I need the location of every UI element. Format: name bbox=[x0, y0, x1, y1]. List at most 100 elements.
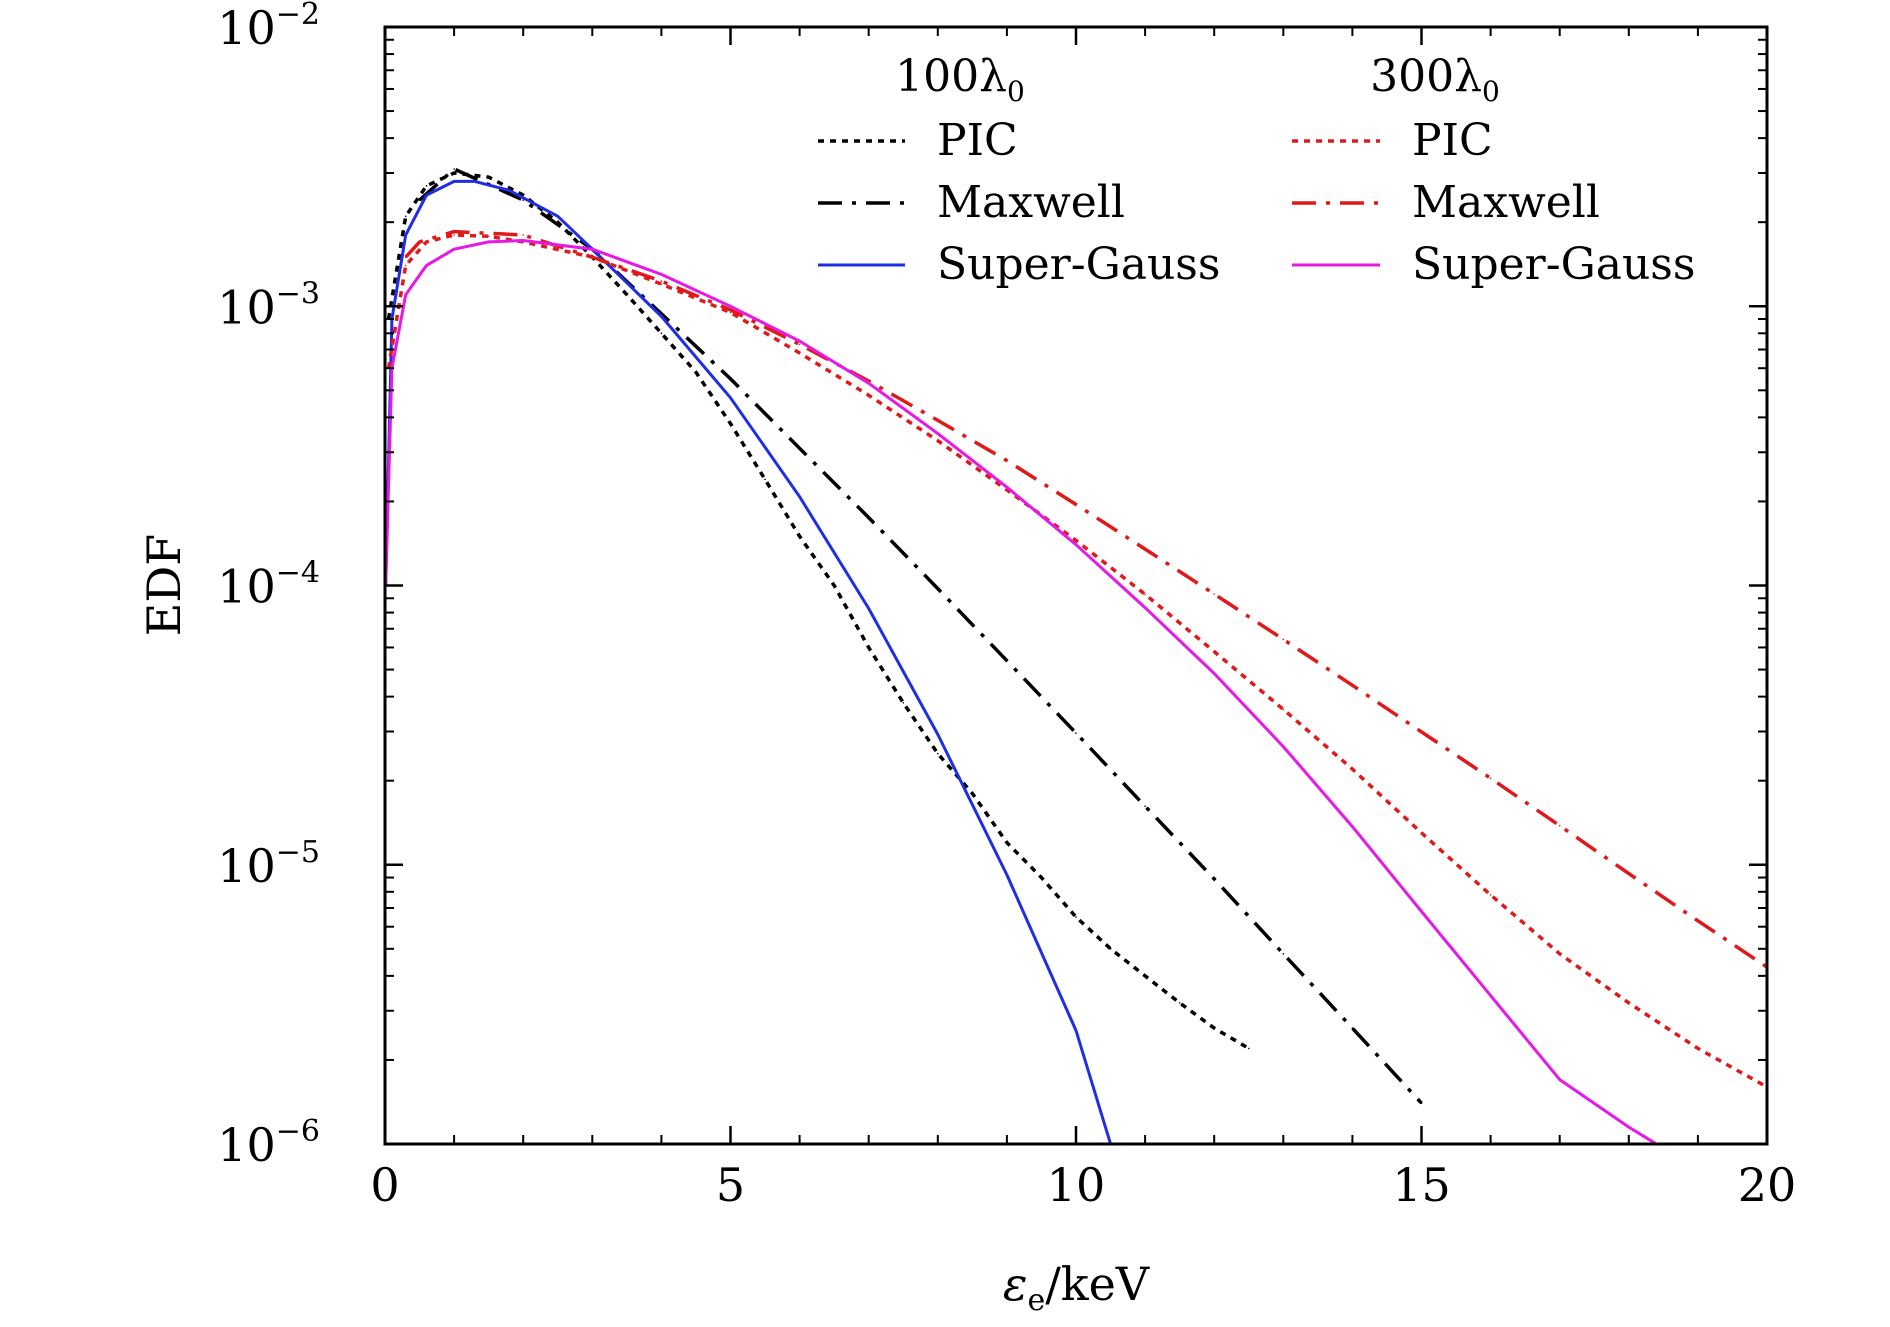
data-point-100-0-super-gauss bbox=[425, 194, 428, 196]
series-line-300-0-super-gauss bbox=[385, 239, 1658, 1144]
data-point-100-0-super-gauss bbox=[474, 180, 476, 183]
data-point-100-0-pic bbox=[1213, 1027, 1215, 1029]
data-point-100-0-maxwell bbox=[1213, 878, 1215, 880]
legend: 100λ0 300λ0 PIC Maxwell Super-Gauss PIC Maxwel… bbox=[818, 51, 1695, 290]
series-line-100-0-maxwell bbox=[418, 167, 1423, 1105]
data-point-300-0-maxwell bbox=[937, 419, 939, 422]
data-point-100-0-maxwell bbox=[1075, 732, 1077, 734]
data-point-100-0-pic bbox=[453, 172, 455, 174]
data-point-100-0-pic bbox=[1075, 916, 1077, 918]
plot-frame bbox=[383, 25, 1769, 1146]
series-line-100-0-pic bbox=[386, 171, 1250, 1050]
y-axis-label: EDF bbox=[137, 534, 191, 636]
data-point-300-0-pic bbox=[1144, 593, 1146, 596]
data-point-300-0-super-gauss bbox=[660, 273, 663, 276]
data-point-300-0-pic bbox=[1558, 953, 1561, 955]
data-point-300-0-pic bbox=[404, 264, 407, 267]
data-point-300-0-pic bbox=[729, 311, 732, 314]
data-point-100-0-pic bbox=[902, 702, 905, 704]
data-point-300-0-pic bbox=[1075, 539, 1077, 542]
legend-group-title: 100λ0 bbox=[895, 51, 1025, 108]
data-point-100-0-maxwell bbox=[1144, 805, 1146, 807]
data-point-300-0-super-gauss bbox=[487, 241, 490, 243]
data-point-100-0-maxwell bbox=[453, 168, 455, 170]
data-point-100-0-pic bbox=[971, 792, 974, 795]
data-point-100-0-super-gauss bbox=[557, 215, 559, 218]
y-tick-label: 10−6 bbox=[217, 1114, 320, 1172]
data-point-100-0-maxwell bbox=[1006, 659, 1008, 662]
data-point-300-0-maxwell bbox=[1075, 503, 1077, 506]
data-point-300-0-super-gauss bbox=[1006, 486, 1008, 489]
data-point-300-0-super-gauss bbox=[1351, 825, 1354, 828]
legend-label: Maxwell bbox=[937, 177, 1125, 228]
data-point-100-0-maxwell bbox=[867, 516, 870, 519]
data-point-300-0-super-gauss bbox=[404, 293, 407, 296]
y-tick-label: 10−5 bbox=[217, 835, 320, 893]
data-point-100-0-super-gauss bbox=[798, 495, 801, 498]
data-point-300-0-super-gauss bbox=[798, 340, 801, 342]
data-point-300-0-super-gauss bbox=[591, 248, 594, 250]
data-point-100-0-super-gauss bbox=[1075, 1029, 1077, 1032]
data-point-300-0-super-gauss bbox=[1144, 606, 1146, 609]
data-point-300-0-super-gauss bbox=[1489, 994, 1492, 997]
y-tick-label: 10−3 bbox=[217, 276, 320, 334]
data-point-300-0-super-gauss bbox=[867, 382, 870, 385]
data-point-100-0-pic bbox=[798, 535, 801, 538]
data-point-100-0-maxwell bbox=[1351, 1027, 1354, 1029]
data-point-300-0-maxwell bbox=[591, 256, 594, 258]
data-point-100-0-super-gauss bbox=[404, 234, 407, 236]
ticks-layer: 0 5 10 15 20 10−2 10−3 10−4 10−5 10−6 bbox=[217, 0, 1796, 1212]
x-tick-label: 5 bbox=[716, 1158, 745, 1212]
legend-label: Maxwell bbox=[1412, 177, 1600, 228]
legend-label: PIC bbox=[1412, 115, 1493, 166]
data-point-300-0-pic bbox=[1282, 708, 1285, 711]
data-point-300-0-pic bbox=[798, 352, 801, 354]
data-point-100-0-pic bbox=[1006, 841, 1008, 844]
data-point-300-0-pic bbox=[1628, 1002, 1630, 1004]
series-layer bbox=[385, 167, 1767, 1144]
data-point-300-0-super-gauss bbox=[453, 248, 455, 250]
data-point-100-0-pic bbox=[487, 176, 490, 178]
data-point-100-0-pic bbox=[626, 293, 628, 296]
data-point-300-0-maxwell bbox=[1144, 548, 1146, 550]
data-point-300-0-super-gauss bbox=[1558, 1078, 1561, 1081]
data-point-100-0-pic bbox=[867, 646, 870, 649]
data-point-300-0-pic bbox=[867, 394, 870, 397]
data-point-100-0-maxwell bbox=[937, 587, 939, 590]
data-point-100-0-pic bbox=[937, 752, 939, 755]
data-point-100-0-super-gauss bbox=[867, 607, 870, 610]
data-point-300-0-maxwell bbox=[1489, 777, 1492, 780]
data-point-300-0-super-gauss bbox=[1628, 1126, 1630, 1128]
data-point-300-0-maxwell bbox=[660, 280, 663, 282]
series-line-300-0-maxwell bbox=[404, 229, 1767, 969]
data-point-300-0-pic bbox=[1420, 832, 1423, 834]
data-point-300-0-maxwell bbox=[522, 234, 524, 236]
legend-label: Super-Gauss bbox=[1412, 239, 1695, 290]
data-point-300-0-super-gauss bbox=[937, 432, 939, 435]
data-point-100-0-pic bbox=[1248, 1047, 1250, 1050]
x-tick-label: 10 bbox=[1047, 1158, 1106, 1212]
data-point-300-0-super-gauss bbox=[1282, 745, 1285, 748]
data-point-100-0-maxwell bbox=[522, 199, 524, 201]
data-point-300-0-super-gauss bbox=[1213, 672, 1215, 675]
data-point-300-0-maxwell bbox=[1697, 920, 1699, 922]
x-axis-label: εe/keV bbox=[1003, 1257, 1150, 1318]
x-tick-label: 0 bbox=[370, 1158, 399, 1212]
data-point-300-0-pic bbox=[425, 241, 428, 243]
data-point-300-0-maxwell bbox=[404, 256, 407, 258]
data-point-100-0-pic bbox=[764, 478, 766, 481]
data-point-300-0-pic bbox=[937, 439, 939, 442]
data-point-300-0-pic bbox=[1489, 894, 1492, 896]
data-point-100-0-pic bbox=[404, 215, 407, 218]
data-point-100-0-super-gauss bbox=[660, 315, 663, 318]
x-tick-label: 20 bbox=[1738, 1158, 1797, 1212]
data-point-100-0-pic bbox=[729, 422, 732, 425]
data-point-300-0-pic bbox=[1697, 1047, 1699, 1050]
data-point-300-0-maxwell bbox=[1282, 638, 1285, 641]
x-tick-label: 15 bbox=[1392, 1158, 1451, 1212]
data-point-100-0-pic bbox=[1040, 876, 1043, 879]
data-point-100-0-pic bbox=[425, 185, 428, 187]
data-point-100-0-maxwell bbox=[1282, 953, 1285, 955]
